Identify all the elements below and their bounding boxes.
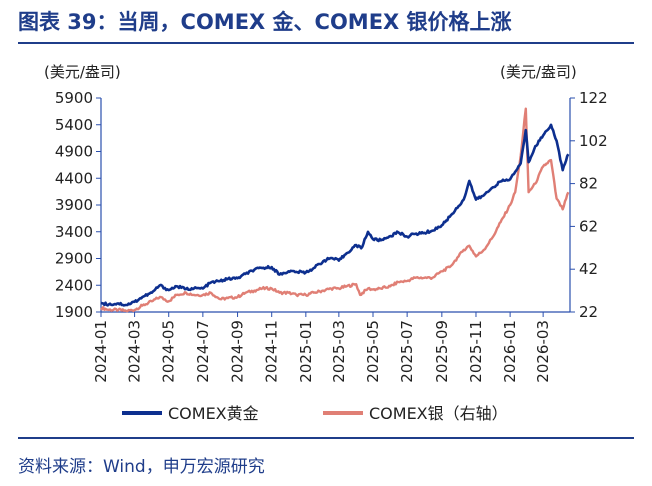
x-tick-label: 2024-11 xyxy=(263,320,281,383)
left-tick-label: 5400 xyxy=(55,116,93,134)
x-tick-label: 2024-07 xyxy=(194,320,212,383)
x-tick-label: 2025-11 xyxy=(467,320,485,383)
legend-silver-label: COMEX银（右轴） xyxy=(369,404,508,423)
left-axis: 1900 2400 2900 3400 3900 4400 4900 5400 5900 xyxy=(55,89,102,321)
x-tick-label: 2024-01 xyxy=(92,320,110,383)
x-tick-label: 2025-09 xyxy=(433,320,451,383)
x-tick-label: 2025-01 xyxy=(297,320,315,383)
x-tick-label: 2026-01 xyxy=(501,320,519,383)
legend-gold-label: COMEX黄金 xyxy=(168,404,259,423)
left-tick-label: 3400 xyxy=(55,223,93,241)
right-tick-label: 22 xyxy=(579,303,598,321)
left-tick-label: 4400 xyxy=(55,169,93,187)
silver-line xyxy=(100,107,570,313)
x-tick-label: 2025-03 xyxy=(330,320,348,383)
title-rule xyxy=(18,42,634,44)
right-tick-label: 122 xyxy=(579,89,608,107)
x-tick-label: 2026-03 xyxy=(534,320,552,383)
left-tick-label: 1900 xyxy=(55,303,93,321)
left-tick-label: 3900 xyxy=(55,196,93,214)
series-layer xyxy=(100,107,570,313)
left-tick-label: 2400 xyxy=(55,276,93,294)
legend: COMEX黄金 COMEX银（右轴） xyxy=(122,404,508,423)
right-axis: 22 42 62 82 102 122 xyxy=(569,89,608,321)
gold-line xyxy=(100,123,570,307)
left-axis-unit: (美元/盎司) xyxy=(44,63,121,81)
x-tick-label: 2024-09 xyxy=(229,320,247,383)
left-tick-label: 4900 xyxy=(55,143,93,161)
right-tick-label: 62 xyxy=(579,217,598,235)
x-tick-label: 2025-07 xyxy=(398,320,416,383)
x-tick-label: 2024-03 xyxy=(126,320,144,383)
left-tick-label: 2900 xyxy=(55,250,93,268)
right-axis-unit: (美元/盎司) xyxy=(500,63,577,81)
left-tick-label: 5900 xyxy=(55,89,93,107)
chart-title: 图表 39：当周，COMEX 金、COMEX 银价格上涨 xyxy=(18,10,512,34)
x-tick-label: 2025-05 xyxy=(364,320,382,383)
right-tick-label: 42 xyxy=(579,260,598,278)
right-tick-label: 102 xyxy=(579,132,608,150)
footer-rule xyxy=(18,437,634,439)
source-note: 资料来源：Wind，申万宏源研究 xyxy=(18,457,265,477)
right-tick-label: 82 xyxy=(579,175,598,193)
x-axis: 2024-01 2024-03 2024-05 2024-07 2024-09 2024-… xyxy=(92,311,570,383)
x-tick-label: 2024-05 xyxy=(160,320,178,383)
